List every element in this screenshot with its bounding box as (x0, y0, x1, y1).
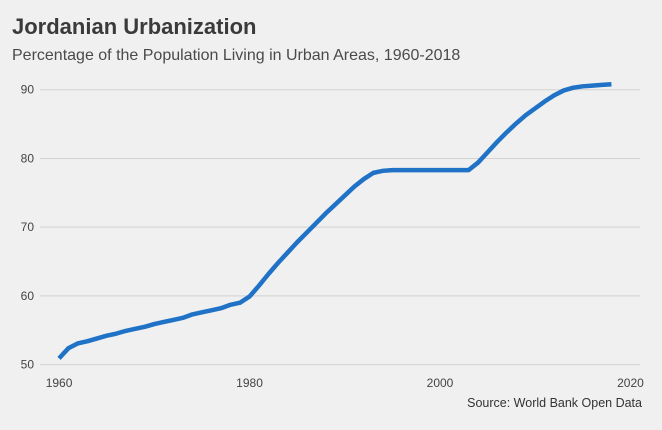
y-tick-label: 60 (21, 289, 35, 303)
y-tick-label: 50 (21, 358, 35, 372)
x-tick-label: 2000 (427, 376, 454, 390)
gridlines (40, 89, 640, 366)
series-line-0 (57, 81, 612, 360)
y-tick-label: 70 (21, 220, 35, 234)
chart-title: Jordanian Urbanization (12, 14, 257, 39)
y-axis: 50 60 70 80 90 (21, 83, 35, 372)
source-caption: Source: World Bank Open Data (467, 396, 642, 410)
x-tick-label: 2020 (617, 376, 644, 390)
x-axis: 1960 1980 2000 2020 (46, 376, 644, 390)
x-tick-label: 1980 (236, 376, 263, 390)
y-tick-label: 80 (21, 151, 35, 165)
x-tick-label: 1960 (46, 376, 73, 390)
chart-subtitle: Percentage of the Population Living in U… (12, 47, 461, 64)
y-tick-label: 90 (21, 83, 35, 97)
series-layer (57, 81, 612, 360)
